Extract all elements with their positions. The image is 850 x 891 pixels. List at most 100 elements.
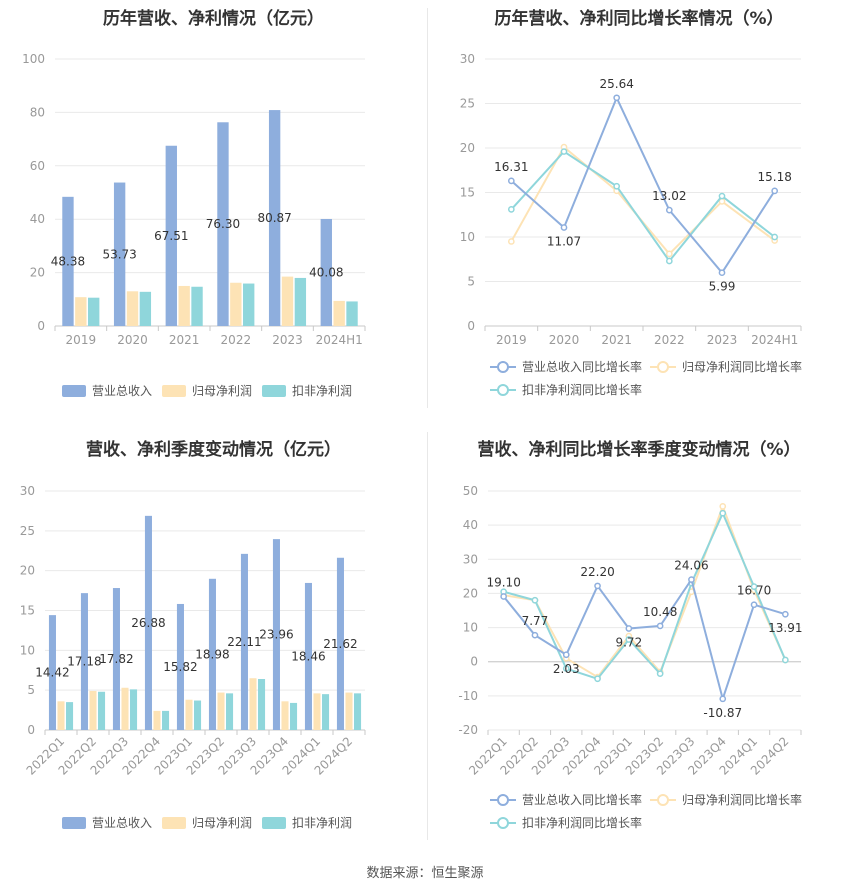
x-tick-label: 2019 xyxy=(66,333,97,347)
data-point xyxy=(665,250,673,258)
bar xyxy=(185,699,193,730)
x-tick-label: 2020 xyxy=(117,333,148,347)
bar xyxy=(208,578,216,730)
series-line xyxy=(503,512,787,680)
data-point xyxy=(771,187,779,195)
chart-title: 营收、净利季度变动情况（亿元） xyxy=(86,440,341,460)
data-label: 14.42 xyxy=(35,666,69,680)
bar xyxy=(304,582,312,730)
bar xyxy=(345,692,353,730)
legend-label: 营业总收入同比增长率 xyxy=(522,359,642,374)
legend-swatch xyxy=(162,817,186,829)
bar xyxy=(57,701,65,730)
y-tick-label: 10 xyxy=(20,643,35,657)
y-tick-label: 0 xyxy=(470,655,478,669)
legend-swatch xyxy=(62,385,86,397)
legend-label: 扣非净利润同比增长率 xyxy=(522,815,642,830)
y-tick-label: -10 xyxy=(458,689,478,703)
data-point xyxy=(531,596,539,604)
bar xyxy=(88,297,100,326)
y-tick-label: 10 xyxy=(460,230,475,244)
bar xyxy=(139,291,152,326)
data-label: 15.18 xyxy=(757,170,791,184)
bar xyxy=(346,301,358,326)
bar xyxy=(89,690,97,730)
annual-revenue-profit-chart: 历年营收、净利情况（亿元） 0 20 40 60 80 100 2019 2020 2021 20… xyxy=(0,0,427,410)
data-label: 2.03 xyxy=(553,662,580,676)
data-label: 19.10 xyxy=(486,576,520,590)
bar xyxy=(130,689,138,730)
legend-marker xyxy=(497,384,509,396)
bar xyxy=(98,691,106,730)
data-label: 25.64 xyxy=(599,77,633,91)
y-tick-label: 0 xyxy=(37,319,45,333)
quarterly-growth-rate-plot: -20-10010203040502022Q12022Q22022Q32022Q… xyxy=(458,484,802,830)
x-tick-label: 2024H1 xyxy=(751,333,798,347)
bar xyxy=(240,553,248,730)
chart-title: 历年营收、净利同比增长率情况（%） xyxy=(494,9,784,29)
data-point xyxy=(665,206,673,214)
data-label: 16.70 xyxy=(737,584,771,598)
data-label: 22.20 xyxy=(580,565,614,579)
y-tick-label: 40 xyxy=(463,518,478,532)
data-point xyxy=(507,206,515,213)
y-tick-label: 80 xyxy=(30,105,45,119)
data-label: 9.72 xyxy=(615,636,642,650)
bar xyxy=(281,276,294,326)
bar xyxy=(48,615,56,730)
data-label: -10.87 xyxy=(703,706,742,720)
data-label: 26.88 xyxy=(131,616,165,630)
bar xyxy=(333,300,345,326)
legend-label: 归母净利润 xyxy=(192,384,252,398)
legend-swatch xyxy=(62,817,86,829)
bar xyxy=(322,694,330,730)
data-label: 21.62 xyxy=(323,637,357,651)
data-label: 11.07 xyxy=(547,234,581,248)
bar xyxy=(75,297,87,326)
data-point xyxy=(613,182,621,190)
bar xyxy=(178,285,190,326)
y-tick-label: 15 xyxy=(460,186,475,200)
x-tick-label: 2019 xyxy=(496,333,527,347)
quarterly-growth-rate-chart: 营收、净利同比增长率季度变动情况（%） -20 -10 0 10 20 30 40 50 202… xyxy=(428,430,850,850)
bar xyxy=(113,182,126,326)
data-point xyxy=(719,509,727,517)
x-tick-label: 2023 xyxy=(707,333,738,347)
bar xyxy=(272,539,280,730)
y-tick-label: 20 xyxy=(463,586,478,600)
data-point xyxy=(562,665,570,672)
legend-label: 营业总收入同比增长率 xyxy=(522,792,642,807)
data-point xyxy=(560,224,568,231)
bar xyxy=(144,515,152,730)
x-tick-label: 2020 xyxy=(549,333,580,347)
y-tick-label: 20 xyxy=(30,266,45,280)
y-tick-label: 0 xyxy=(467,319,475,333)
y-tick-label: 20 xyxy=(20,564,35,578)
data-label: 15.82 xyxy=(163,660,197,674)
legend-label: 营业总收入 xyxy=(92,816,152,830)
y-tick-label: -20 xyxy=(458,723,478,737)
bar xyxy=(126,291,139,326)
data-point xyxy=(718,192,726,200)
data-label: 17.82 xyxy=(99,652,133,666)
data-label: 18.46 xyxy=(291,649,325,663)
x-tick-label: 2021 xyxy=(601,333,632,347)
y-tick-label: 15 xyxy=(20,604,35,618)
legend-marker xyxy=(657,794,669,806)
bar xyxy=(112,588,120,730)
annual-growth-rate-chart: 历年营收、净利同比增长率情况（%） 0 5 10 15 20 25 30 2019 2020 20… xyxy=(428,0,850,410)
y-tick-label: 30 xyxy=(463,552,478,566)
y-tick-label: 25 xyxy=(460,97,475,111)
x-tick-label: 2024H1 xyxy=(316,333,363,347)
y-tick-label: 5 xyxy=(467,275,475,289)
data-point xyxy=(594,675,601,683)
bar xyxy=(258,679,266,730)
bar xyxy=(281,701,289,730)
legend-label: 归母净利润同比增长率 xyxy=(682,792,802,807)
bar xyxy=(230,282,242,326)
legend-label: 扣非净利润同比增长率 xyxy=(522,382,642,397)
legend-swatch xyxy=(162,385,186,397)
bar xyxy=(294,277,307,326)
quarterly-revenue-profit-chart: 营收、净利季度变动情况（亿元） 0 5 10 15 20 25 30 2022Q1 2022Q2… xyxy=(0,430,427,850)
bar xyxy=(191,286,203,326)
